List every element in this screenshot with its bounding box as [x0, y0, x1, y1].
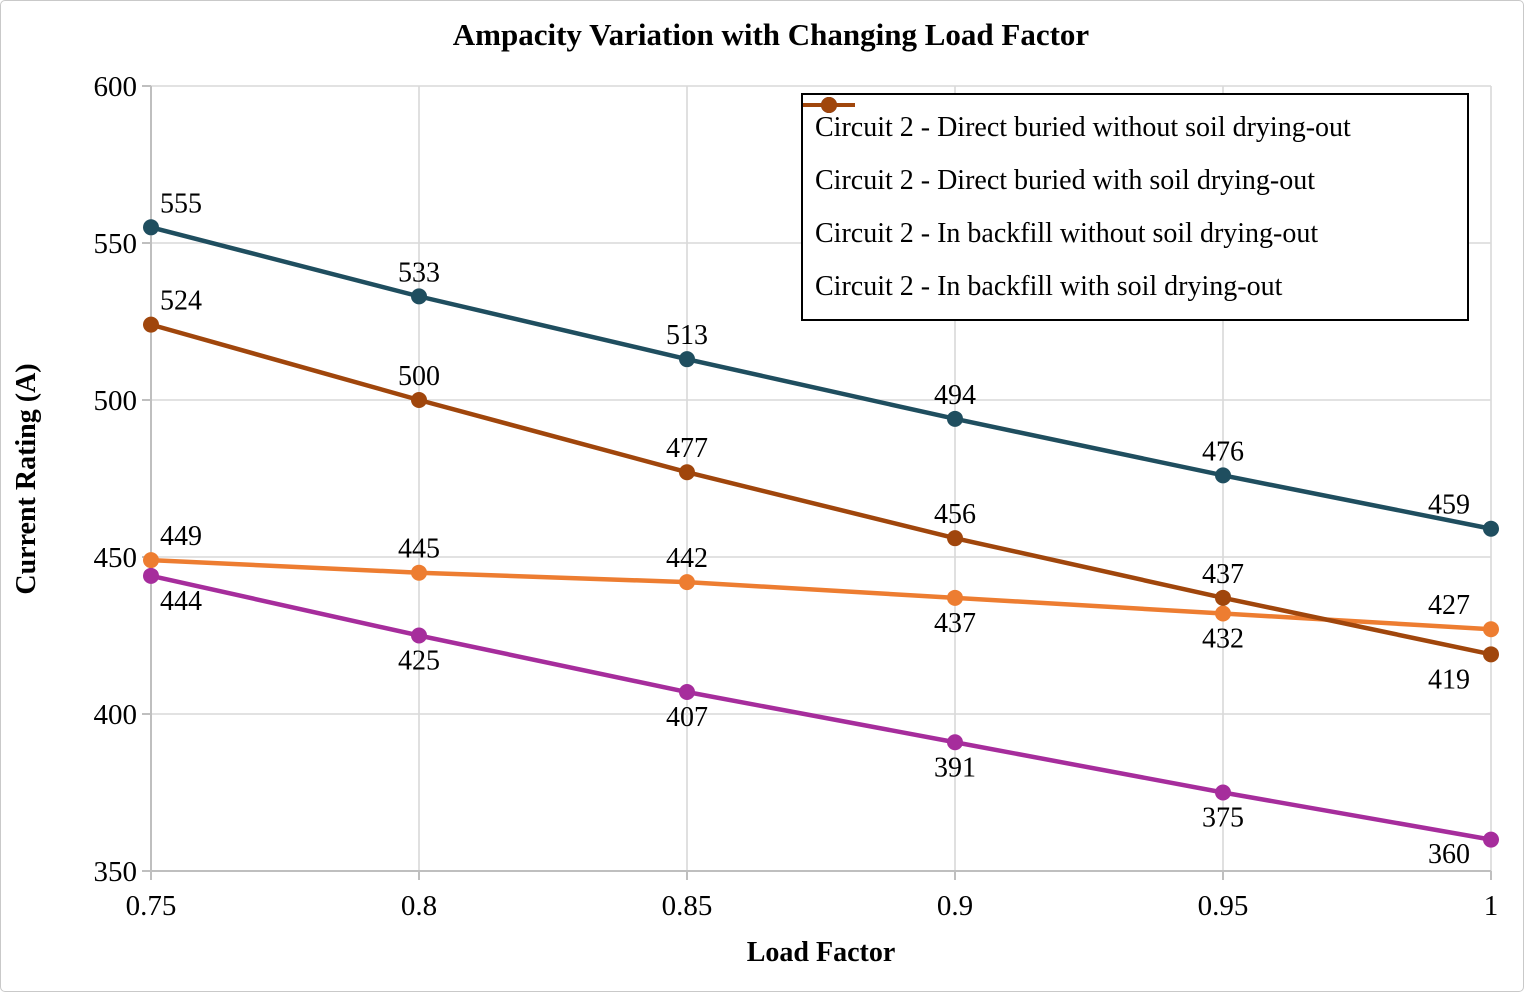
y-tick-label: 500 — [94, 385, 138, 417]
data-point-marker — [679, 684, 695, 701]
data-point-label: 425 — [398, 646, 440, 677]
data-point-label: 513 — [666, 320, 708, 351]
data-point-label: 442 — [666, 543, 708, 574]
series-line — [150, 225, 1492, 531]
data-point-marker — [143, 219, 159, 236]
series-line — [150, 557, 1492, 632]
x-tick-label: 0.75 — [126, 890, 177, 922]
data-point-marker — [143, 316, 159, 333]
data-point-label: 500 — [398, 361, 440, 392]
legend-entry: Circuit 2 - In backfill with soil drying… — [803, 97, 1467, 307]
data-point-marker — [1483, 520, 1499, 537]
axes: 0.75 0.8 0.85 0.9 0.95 1 350 400 450 500 550 600 — [94, 71, 1499, 922]
data-point-marker — [679, 464, 695, 481]
data-point-label: 375 — [1202, 803, 1244, 834]
data-point-label: 360 — [1428, 839, 1470, 870]
series-line — [150, 573, 1492, 842]
data-point-label: 437 — [1202, 559, 1244, 590]
data-point-label: 432 — [1202, 624, 1244, 655]
legend-entry-label: Circuit 2 - Direct buried without soil d… — [815, 111, 1351, 143]
x-tick-label: 0.95 — [1198, 890, 1249, 922]
data-point-marker — [143, 567, 159, 584]
data-point-marker — [411, 288, 427, 305]
data-point-marker — [411, 627, 427, 644]
legend-entry: Circuit 2 - In backfill without soil dry… — [803, 97, 1467, 254]
data-point-label: 494 — [934, 380, 976, 411]
x-tick-label: 0.85 — [662, 890, 713, 922]
data-point-marker — [1483, 831, 1499, 848]
data-point-label: 555 — [160, 188, 202, 219]
y-axis-title: Current Rating (A) — [11, 363, 42, 594]
data-point-marker — [947, 410, 963, 427]
data-point-label: 419 — [1428, 664, 1470, 695]
legend-entry-label: Circuit 2 - In backfill with soil drying… — [815, 270, 1283, 302]
data-point-label: 459 — [1428, 490, 1470, 521]
y-tick-label: 400 — [94, 699, 138, 731]
x-tick-label: 1 — [1484, 890, 1499, 922]
x-tick-label: 0.8 — [401, 890, 437, 922]
chart-title: Ampacity Variation with Changing Load Fa… — [453, 17, 1090, 52]
data-labels: 449 445 442 437 432 427 444 425 407 391 375 360 555 5… — [160, 188, 1470, 870]
data-point-marker — [1483, 621, 1499, 638]
data-point-label: 427 — [1428, 590, 1470, 621]
legend-entry: Circuit 2 - Direct buried with soil dryi… — [803, 97, 1467, 201]
data-point-label: 445 — [398, 534, 440, 565]
legend: Circuit 2 - Direct buried without soil d… — [801, 93, 1469, 321]
data-point-marker — [679, 351, 695, 368]
x-tick-label: 0.9 — [937, 890, 973, 922]
data-point-label: 476 — [1202, 436, 1244, 467]
data-point-marker — [1215, 605, 1231, 622]
data-point-marker — [947, 589, 963, 606]
data-point-label: 456 — [934, 499, 976, 530]
data-point-marker — [947, 734, 963, 751]
data-point-label: 477 — [666, 433, 708, 464]
data-point-marker — [1215, 467, 1231, 484]
x-axis-title: Load Factor — [747, 937, 896, 968]
y-tick-label: 350 — [94, 856, 138, 888]
legend-marker-icon — [803, 97, 855, 113]
data-point-marker — [679, 574, 695, 591]
y-tick-label: 600 — [94, 71, 138, 103]
y-tick-label: 450 — [94, 542, 138, 574]
data-point-label: 524 — [160, 286, 202, 317]
y-tick-label: 550 — [94, 228, 138, 260]
data-point-label: 533 — [398, 257, 440, 288]
data-point-marker — [1215, 784, 1231, 801]
legend-entry-label: Circuit 2 - In backfill without soil dry… — [815, 217, 1319, 249]
data-point-label: 407 — [666, 702, 708, 733]
data-point-marker — [947, 530, 963, 547]
data-point-marker — [411, 392, 427, 408]
data-point-label: 444 — [160, 586, 202, 617]
data-point-label: 437 — [934, 608, 976, 639]
data-point-marker — [1215, 589, 1231, 606]
data-point-marker — [1483, 646, 1499, 663]
legend-entry-label: Circuit 2 - Direct buried with soil dryi… — [815, 164, 1316, 196]
data-point-marker — [143, 552, 159, 569]
legend-entry: Circuit 2 - Direct buried without soil d… — [803, 97, 1467, 148]
series-lines — [143, 219, 1499, 848]
series-line — [150, 322, 1492, 657]
data-point-label: 449 — [160, 521, 202, 552]
data-point-marker — [411, 564, 427, 581]
data-point-label: 391 — [934, 752, 976, 783]
